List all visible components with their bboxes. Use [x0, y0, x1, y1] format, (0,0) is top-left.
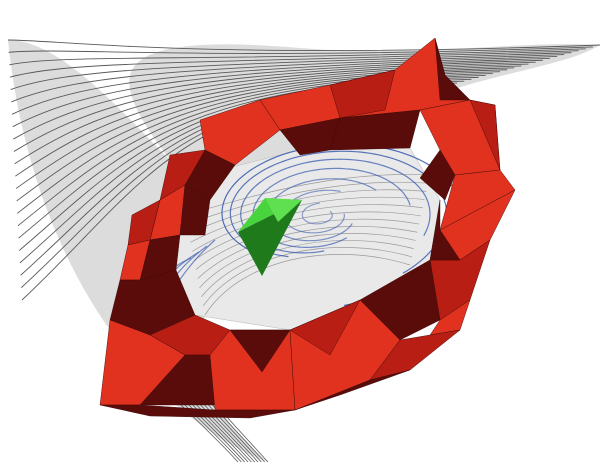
red-facet — [229, 329, 291, 373]
inner-surface-line — [201, 240, 414, 298]
inner-surface-line — [202, 247, 412, 307]
red-facet — [289, 299, 361, 356]
red-facet — [329, 109, 421, 151]
red-facet — [429, 199, 461, 261]
blue-streamline — [283, 189, 345, 234]
red-ring — [99, 37, 516, 419]
green-tetrahedron — [238, 198, 302, 276]
red-facet — [294, 369, 411, 411]
inner-surface-line — [197, 225, 418, 279]
red-facet — [199, 99, 281, 166]
green-face-dark — [238, 200, 302, 276]
green-face-mid — [265, 198, 302, 222]
blue-streamline — [252, 167, 411, 249]
inner-surface-line — [199, 233, 416, 288]
red-facet — [419, 149, 456, 201]
inner-surface-line — [204, 254, 411, 316]
red-facet — [469, 99, 501, 171]
red-facet — [179, 184, 211, 236]
blue-streamline — [301, 202, 333, 225]
red-facet — [99, 404, 296, 419]
inner-surface — [171, 147, 441, 331]
grey-surface-line — [8, 46, 593, 54]
grey-surface-line — [7, 39, 601, 52]
red-facet — [329, 69, 396, 119]
